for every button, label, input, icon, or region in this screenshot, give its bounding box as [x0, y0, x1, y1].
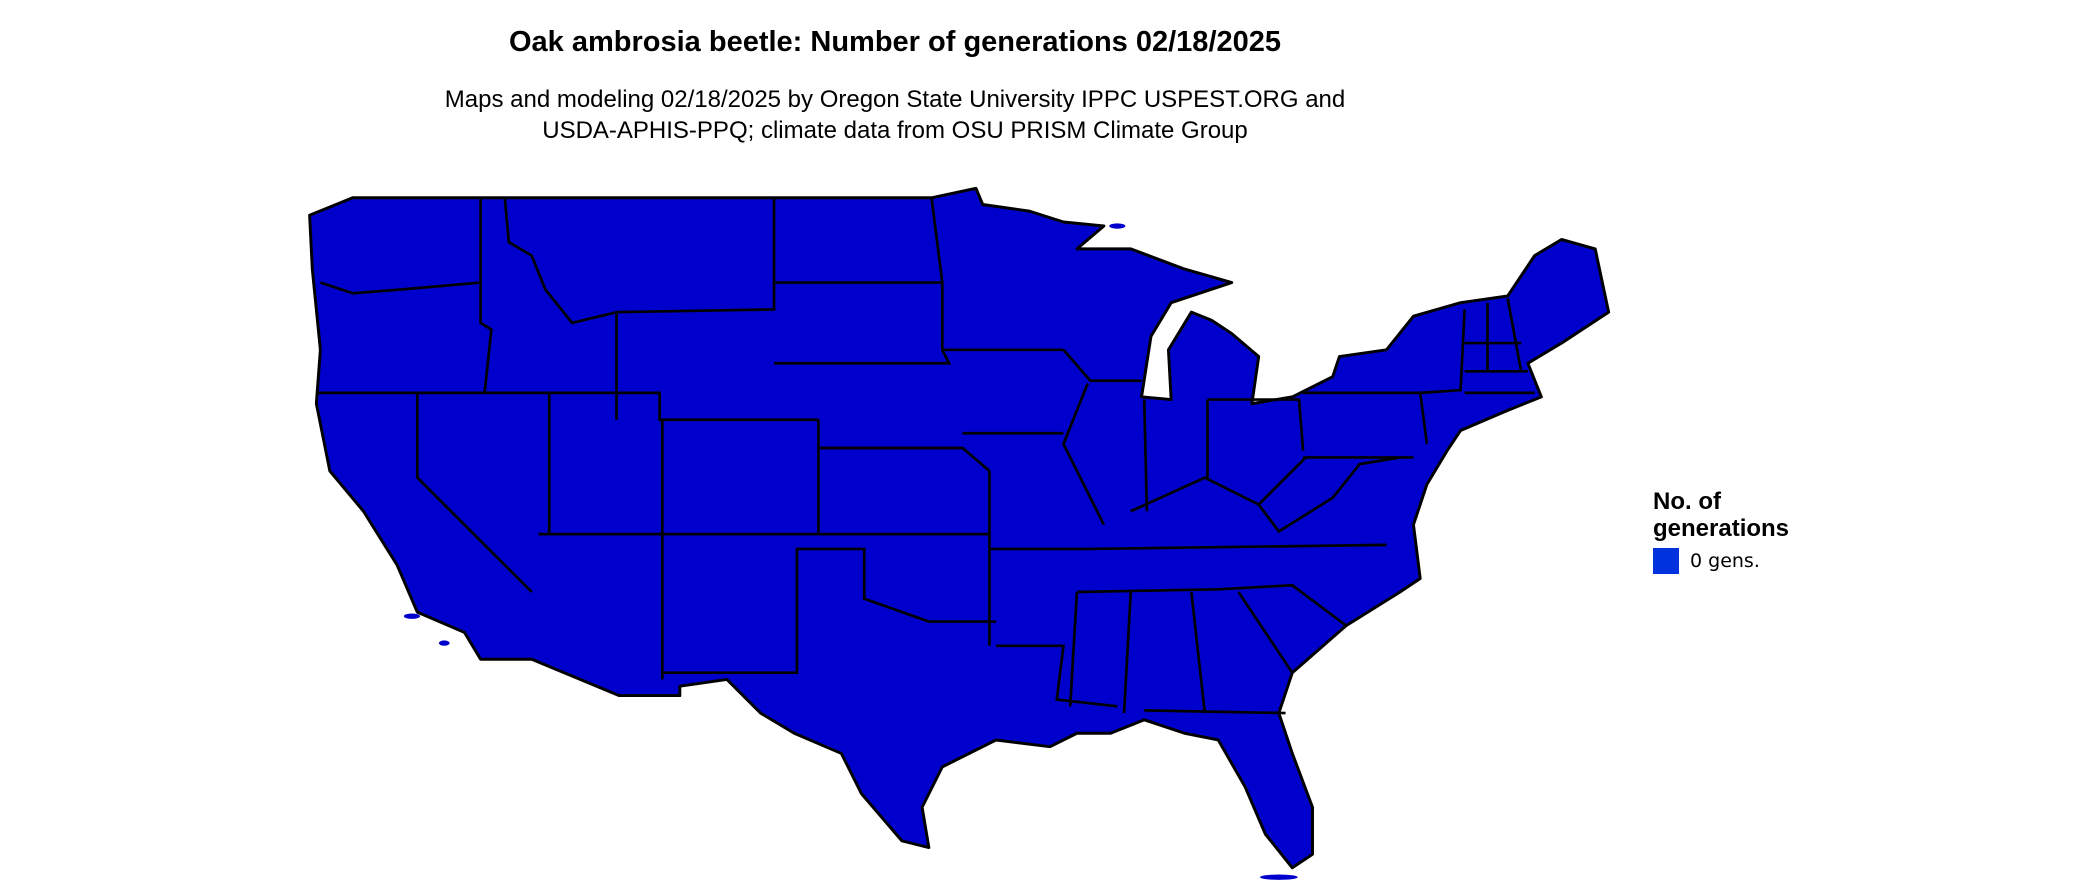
border-id-ut-wy [549, 391, 819, 422]
map-subtitle: Maps and modeling 02/18/2025 by Oregon S… [0, 84, 1790, 146]
border-wv-va [1257, 456, 1401, 534]
border-ne-ks [818, 446, 991, 472]
island [1260, 874, 1298, 880]
subtitle-line-2: USDA-APHIS-PPQ; climate data from OSU PR… [542, 117, 1248, 144]
legend-title-line-2: generations [1653, 515, 1790, 542]
island [1109, 223, 1126, 229]
border-in-oh [1206, 398, 1305, 478]
subtitle-line-1: Maps and modeling 02/18/2025 by Oregon S… [444, 86, 1346, 113]
legend: No. of generations 0 gens. [1653, 488, 1789, 574]
legend-label: 0 gens. [1690, 550, 1760, 572]
border-nm-tx [662, 547, 997, 675]
border-wi-il [1062, 348, 1142, 383]
state-borders [316, 197, 1535, 715]
legend-title-line-1: No. of [1653, 488, 1721, 515]
island [438, 640, 450, 646]
border-ny [1420, 309, 1466, 395]
border-ga-fl [1144, 709, 1286, 715]
border-mt-wy [616, 197, 776, 314]
border-ar-la [996, 644, 1118, 708]
island [403, 613, 420, 619]
border-new-england [1464, 298, 1535, 395]
border-il-in [1061, 382, 1149, 526]
map-title: Oak ambrosia beetle: Number of generatio… [508, 26, 1282, 58]
border-ca-nv [415, 392, 533, 593]
border-tn [1076, 543, 1387, 594]
border-wa-id [479, 197, 493, 393]
us-outline [308, 186, 1611, 870]
border-mo-ar [988, 470, 1091, 646]
border-id-mt [503, 197, 617, 325]
border-ky [1130, 456, 1307, 513]
legend-swatch [1653, 548, 1679, 574]
border-wa-or [319, 281, 481, 295]
islands [403, 223, 1298, 880]
legend-entry: 0 gens. [1653, 548, 1789, 574]
border-carolinas [1218, 583, 1347, 674]
border-ms-al [1068, 591, 1207, 714]
border-mn-ia [930, 197, 1064, 352]
legend-title: No. of generations [1653, 488, 1789, 542]
